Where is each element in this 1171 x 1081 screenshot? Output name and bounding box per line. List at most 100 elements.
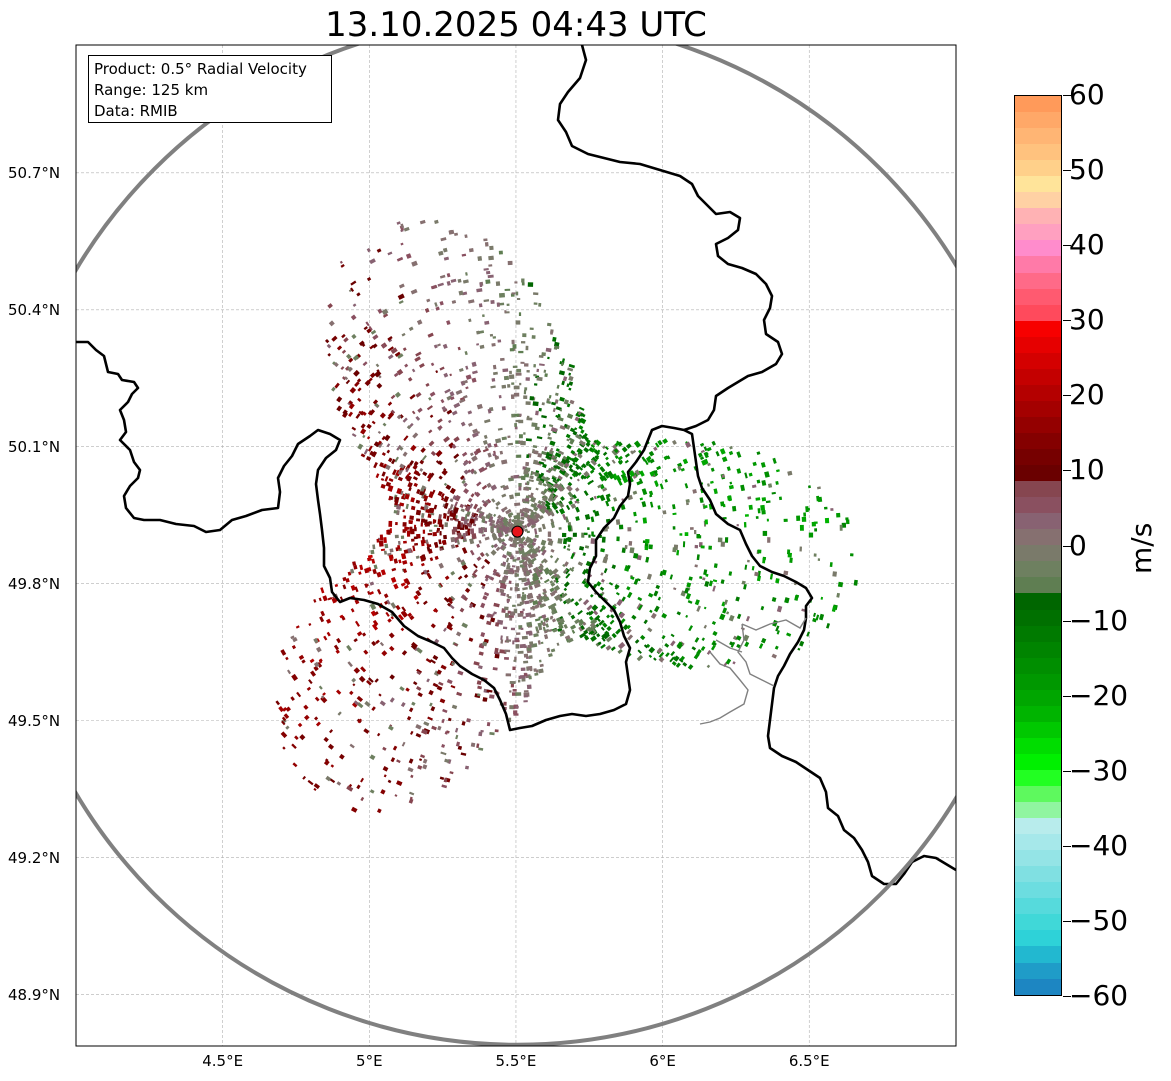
colorbar-tick-mark <box>1063 770 1071 772</box>
echo-gate <box>390 458 396 465</box>
echo-gate <box>520 543 525 549</box>
echo-gate <box>351 333 357 340</box>
echo-gate <box>403 540 407 544</box>
echo-gate <box>439 530 442 536</box>
echo-gate <box>672 468 677 473</box>
radar-site-marker[interactable] <box>511 525 524 538</box>
echo-gate <box>360 428 367 435</box>
echo-gate <box>497 339 502 343</box>
echo-gate <box>618 524 624 530</box>
colorbar-swatch <box>1015 529 1061 546</box>
echo-gate <box>486 689 493 693</box>
colorbar-tick-label: 0 <box>1069 528 1087 562</box>
echo-gate <box>370 329 377 335</box>
echo-gate <box>313 661 320 668</box>
echo-gate <box>808 485 811 489</box>
echo-gate <box>611 459 616 464</box>
chart-title: 13.10.2025 04:43 UTC <box>325 5 707 45</box>
echo-gate <box>552 628 558 633</box>
echo-gate <box>489 694 495 699</box>
echo-gate <box>533 582 541 589</box>
echo-gate <box>613 448 619 454</box>
echo-gate <box>426 572 432 580</box>
echo-gate <box>483 434 488 440</box>
echo-gate <box>476 403 483 410</box>
echo-gate <box>557 538 563 544</box>
echo-gate <box>364 379 371 387</box>
echo-gate <box>469 549 475 556</box>
colorbar-swatch <box>1015 641 1061 658</box>
echo-gate <box>441 524 444 530</box>
echo-gate <box>449 512 454 518</box>
echo-gate <box>471 377 477 383</box>
echo-gate <box>490 617 496 623</box>
echo-gate <box>533 450 539 455</box>
echo-gate <box>571 457 575 462</box>
echo-gate <box>722 607 728 614</box>
echo-gate <box>664 479 668 483</box>
echo-gate <box>304 714 310 721</box>
echo-gate <box>488 255 494 261</box>
echo-gate <box>703 624 707 629</box>
echo-gate <box>540 490 546 496</box>
echo-gate <box>510 627 516 631</box>
echo-gate <box>415 351 422 357</box>
echo-gate <box>511 565 516 568</box>
echo-gate <box>442 514 447 519</box>
echo-gate <box>588 615 594 621</box>
echo-gate <box>518 419 524 424</box>
echo-gate <box>513 385 520 390</box>
echo-gate <box>511 339 515 345</box>
echo-gate <box>545 500 551 506</box>
echo-gate <box>371 558 376 564</box>
echo-gate <box>327 743 335 750</box>
echo-gate <box>299 734 306 741</box>
echo-gate <box>528 675 532 680</box>
echo-gate <box>296 691 302 698</box>
echo-gate <box>524 536 532 543</box>
echo-gate <box>567 637 574 644</box>
echo-gate <box>465 374 472 380</box>
echo-gate <box>348 357 354 363</box>
echo-gate <box>290 635 295 640</box>
echo-gate <box>587 627 593 633</box>
echo-gate <box>534 547 540 553</box>
echo-gate <box>463 519 468 525</box>
echo-gate <box>298 654 305 660</box>
lon-tick-label: 5°E <box>356 1052 383 1070</box>
echo-gate <box>590 635 597 642</box>
echo-gate <box>387 401 393 406</box>
echo-gate <box>526 530 530 534</box>
echo-gate <box>529 475 534 480</box>
echo-gate <box>754 571 759 577</box>
echo-gate <box>649 501 654 508</box>
echo-gate <box>581 434 588 440</box>
echo-gate <box>422 600 428 606</box>
echo-gate <box>696 535 702 539</box>
colorbar-swatch <box>1015 256 1061 273</box>
echo-gate <box>509 680 516 685</box>
echo-gate <box>524 387 528 391</box>
echo-gate <box>410 644 417 650</box>
echo-gate <box>632 490 638 495</box>
echo-gate <box>686 582 692 588</box>
echo-gate <box>520 667 526 671</box>
echo-gate <box>682 661 688 667</box>
echo-gate <box>523 653 529 658</box>
echo-gate <box>481 484 488 490</box>
echo-gate <box>464 513 468 520</box>
echo-gate <box>442 247 448 253</box>
echo-gate <box>599 494 606 502</box>
echo-gate <box>518 482 522 488</box>
echo-gate <box>347 366 352 371</box>
echo-gate <box>740 484 746 492</box>
echo-gate <box>392 745 398 751</box>
echo-gate <box>528 508 534 513</box>
echo-gate <box>595 623 600 628</box>
echo-gate <box>578 417 582 422</box>
echo-gate <box>301 659 306 664</box>
echo-gate <box>456 539 460 545</box>
echo-gate <box>606 614 611 619</box>
echo-gate <box>314 696 320 702</box>
